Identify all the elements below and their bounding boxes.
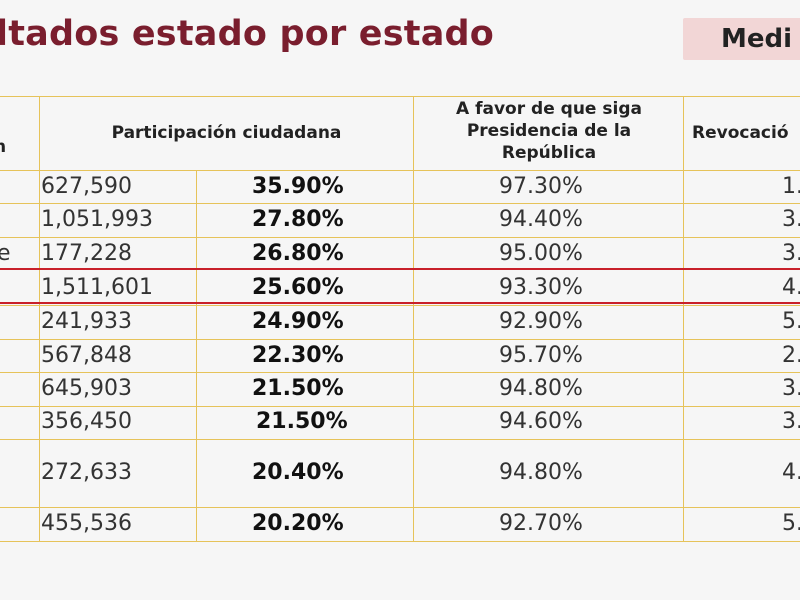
cell-in-favor-pct: 94.80%	[499, 376, 583, 401]
header-participation: Participación ciudadana	[111, 123, 342, 143]
cell-participation-pct: 22.30%	[252, 343, 344, 368]
grid-line	[196, 170, 197, 542]
cell-participation-pct: 21.50%	[252, 376, 344, 401]
cell-participation-pct: 25.60%	[252, 275, 344, 300]
grid-line	[39, 96, 40, 542]
cell-votes: 177,228	[41, 241, 132, 266]
cell-votes: 1,511,601	[41, 275, 153, 300]
cell-in-favor-pct: 94.40%	[499, 207, 583, 232]
highlight-line-bottom	[0, 302, 800, 304]
highlight-line-top	[0, 268, 800, 270]
badge: Medi	[683, 18, 800, 60]
cell-in-favor-pct: 92.90%	[499, 309, 583, 334]
grid-line	[0, 203, 800, 204]
cell-in-favor-pct: 94.60%	[499, 409, 583, 434]
grid-line	[0, 305, 800, 306]
header-column-state: n	[0, 137, 7, 157]
cell-participation-pct: 20.20%	[252, 511, 344, 536]
cell-participation-pct: 27.80%	[252, 207, 344, 232]
cell-participation-pct: 24.90%	[252, 309, 344, 334]
page-title: ltados estado por estado	[0, 14, 495, 54]
header-in-favor: A favor de que siga Presidencia de la Re…	[456, 99, 642, 163]
grid-line	[0, 406, 800, 407]
grid-line	[413, 96, 414, 542]
cell-revocation-pct: 3.	[782, 376, 800, 401]
grid-line	[0, 339, 800, 340]
cell-participation-pct: 26.80%	[252, 241, 344, 266]
cell-votes: 1,051,993	[41, 207, 153, 232]
cell-revocation-pct: 3.	[782, 409, 800, 434]
grid-line	[0, 372, 800, 373]
cell-state-fragment: e	[0, 241, 11, 266]
cell-votes: 455,536	[41, 511, 132, 536]
cell-revocation-pct: 5.	[782, 511, 800, 536]
cell-in-favor-pct: 93.30%	[499, 275, 583, 300]
cell-votes: 272,633	[41, 460, 132, 485]
cell-votes: 241,933	[41, 309, 132, 334]
header-revocation: Revocació	[692, 123, 789, 143]
grid-line	[0, 170, 800, 171]
grid-line	[0, 439, 800, 440]
cell-votes: 356,450	[41, 409, 132, 434]
cell-votes: 645,903	[41, 376, 132, 401]
cell-revocation-pct: 4.	[782, 275, 800, 300]
cell-revocation-pct: 1.	[782, 174, 800, 199]
cell-revocation-pct: 3.	[782, 241, 800, 266]
cell-in-favor-pct: 95.70%	[499, 343, 583, 368]
cell-revocation-pct: 3.	[782, 207, 800, 232]
cell-revocation-pct: 5.	[782, 309, 800, 334]
cell-participation-pct: 35.90%	[252, 174, 344, 199]
cell-revocation-pct: 4.	[782, 460, 800, 485]
grid-line	[0, 507, 800, 508]
cell-in-favor-pct: 92.70%	[499, 511, 583, 536]
cell-votes: 627,590	[41, 174, 132, 199]
grid-line	[0, 96, 800, 97]
cell-in-favor-pct: 95.00%	[499, 241, 583, 266]
cell-revocation-pct: 2.	[782, 343, 800, 368]
grid-line	[0, 237, 800, 238]
cell-participation-pct: 21.50%	[256, 409, 348, 434]
cell-votes: 567,848	[41, 343, 132, 368]
grid-line	[683, 96, 684, 542]
cell-in-favor-pct: 97.30%	[499, 174, 583, 199]
grid-line	[0, 541, 800, 542]
cell-participation-pct: 20.40%	[252, 460, 344, 485]
cell-in-favor-pct: 94.80%	[499, 460, 583, 485]
